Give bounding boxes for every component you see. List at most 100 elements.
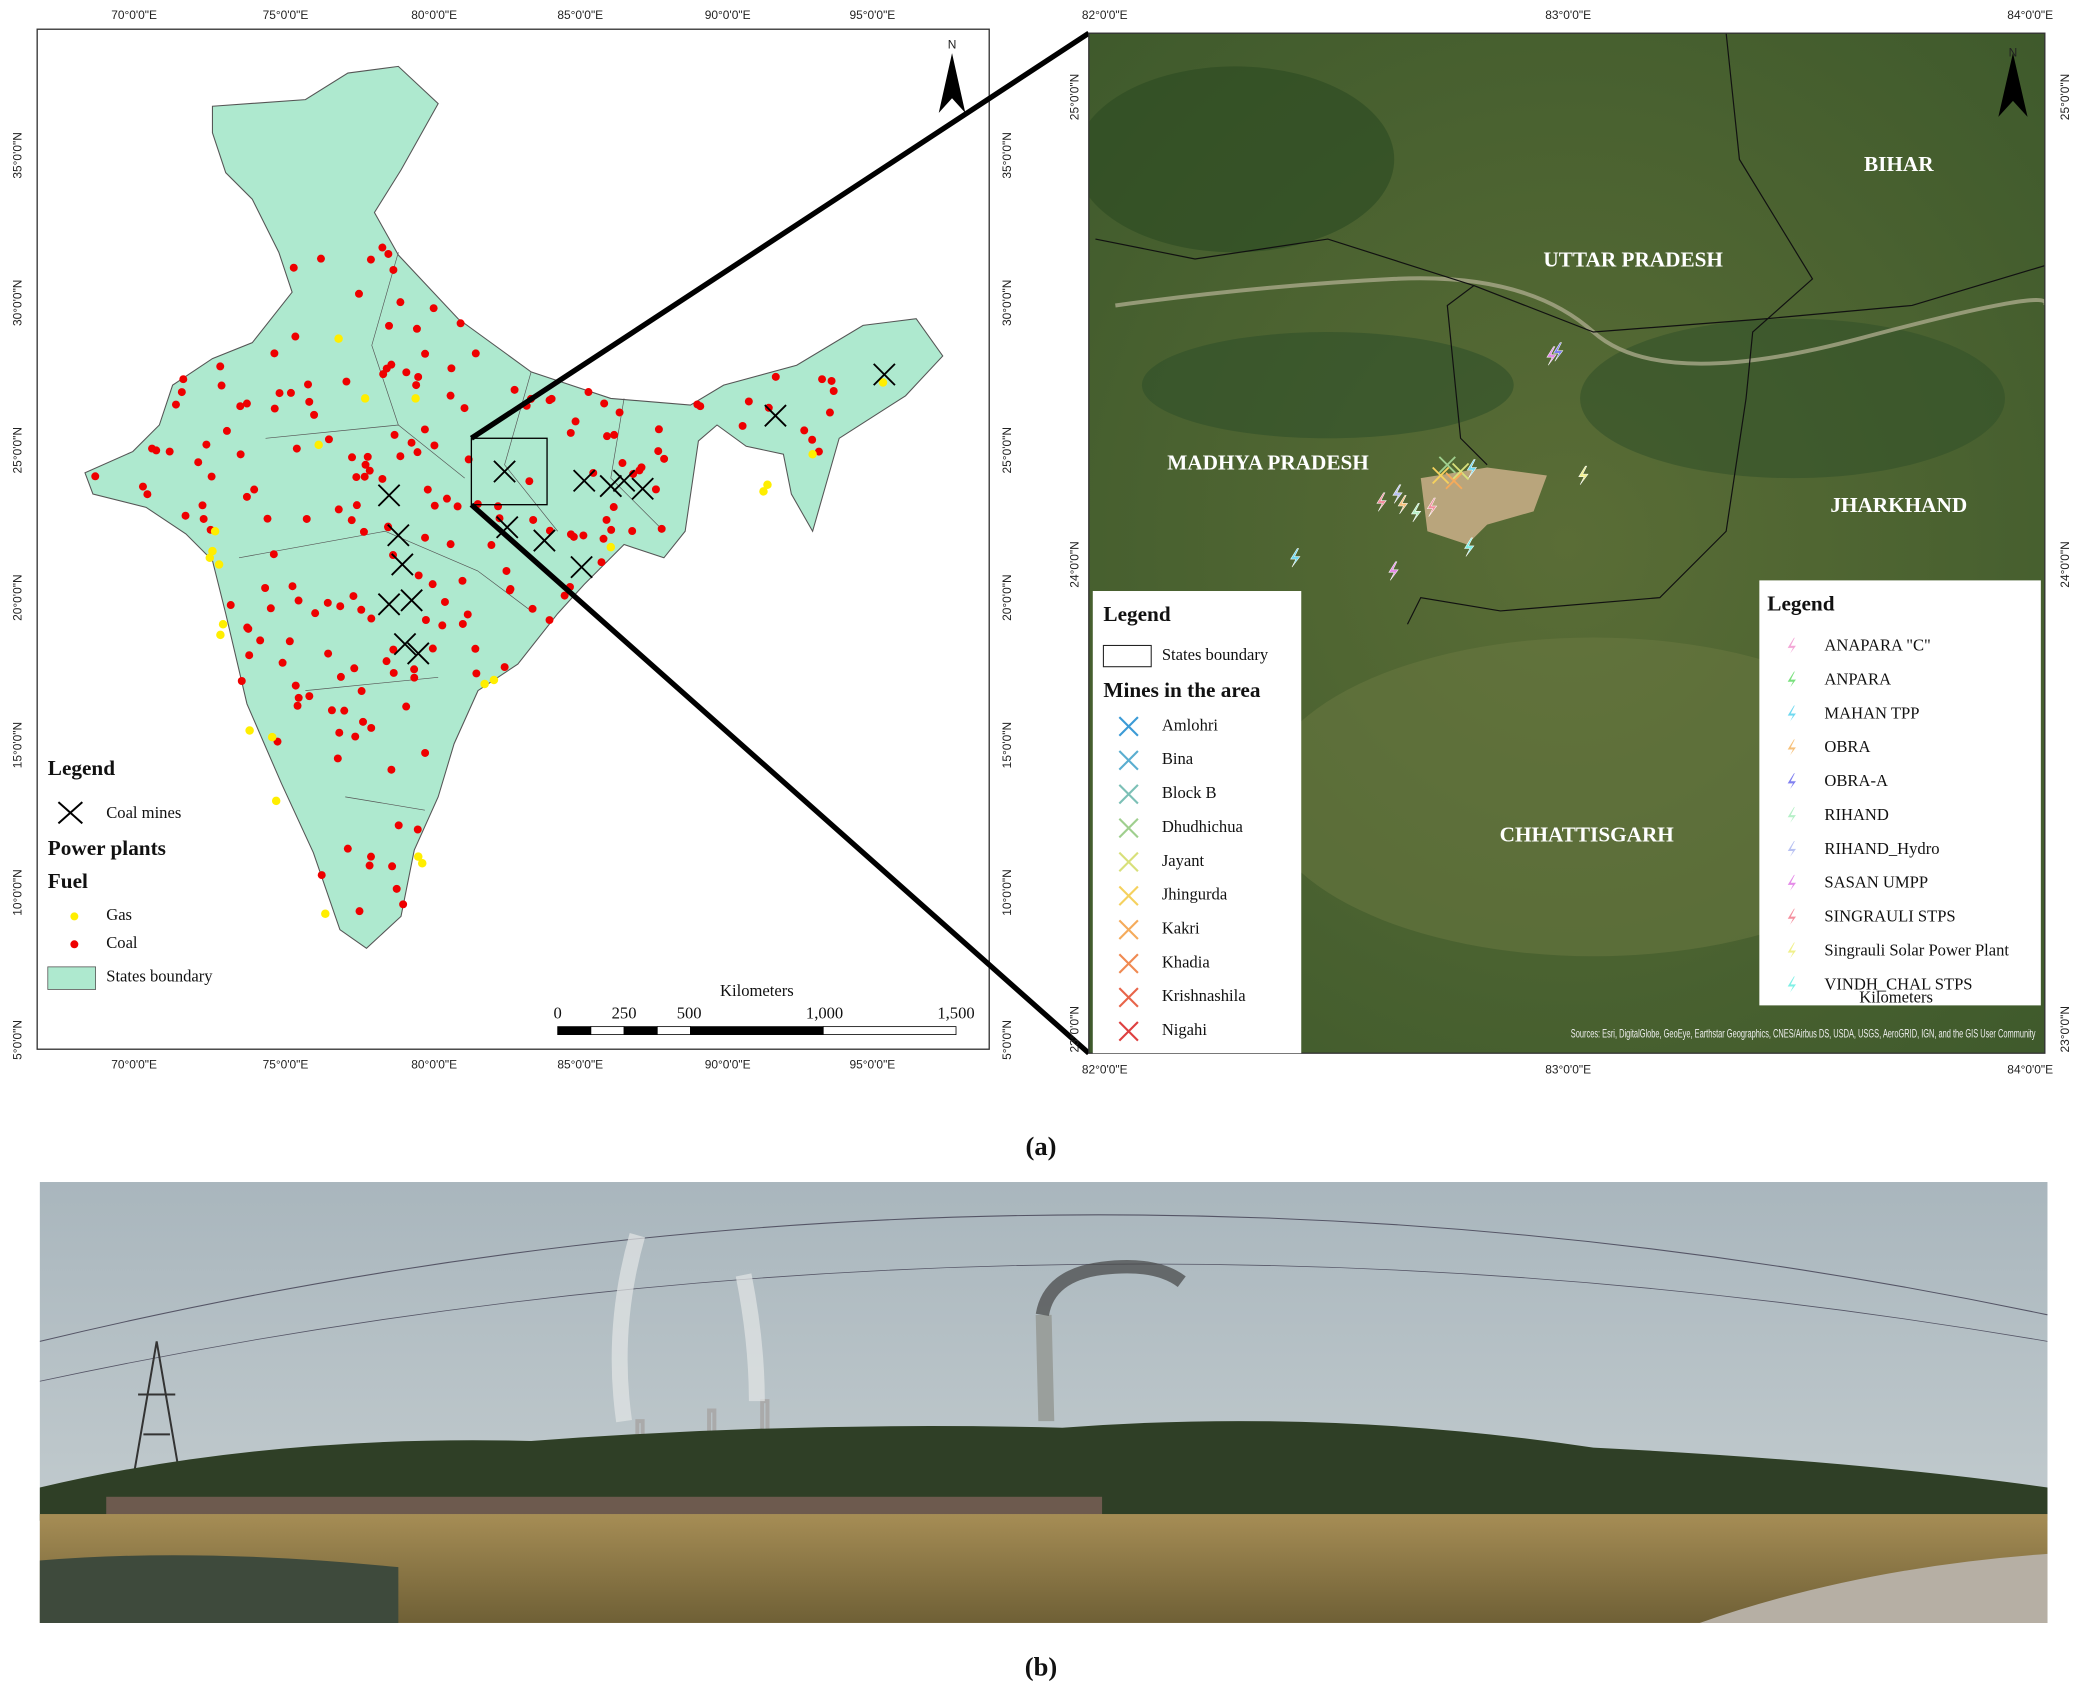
coal-plant xyxy=(396,298,405,307)
lon-label: 82°0'0"E xyxy=(1082,1063,1128,1077)
coal-plant xyxy=(360,472,369,481)
legend-heading: Mines in the area xyxy=(1103,678,1260,702)
mine-icon xyxy=(764,404,787,427)
coal-plant xyxy=(494,502,503,511)
coal-plant xyxy=(261,584,270,592)
lat-label: 35°0'0"N xyxy=(11,132,25,178)
coal-plant xyxy=(389,668,398,677)
area-map xyxy=(1088,32,2046,1054)
coal-plant xyxy=(294,693,303,702)
lat-label: 25°0'0"N xyxy=(2058,74,2072,120)
india-map xyxy=(36,28,990,1050)
legend-label: Kakri xyxy=(1162,918,1200,937)
gas-plant xyxy=(489,675,499,685)
lon-label: 95°0'0"E xyxy=(849,1057,895,1071)
coal-plant xyxy=(738,421,747,430)
mine-icon xyxy=(406,642,430,665)
legend-label: MAHAN TPP xyxy=(1824,703,1919,722)
coal-plant xyxy=(275,389,284,398)
legend-label: Gas xyxy=(106,905,132,924)
legend-label: Bina xyxy=(1162,749,1194,768)
coal-plant xyxy=(428,580,437,589)
legend-title: Legend xyxy=(48,756,115,780)
caption: (a) xyxy=(1026,1131,1057,1161)
gas-plant xyxy=(267,732,277,742)
coal-plant xyxy=(394,821,403,830)
coal-plant xyxy=(198,501,207,510)
coal-plant xyxy=(202,440,211,449)
coal-plant xyxy=(293,701,302,710)
lon-label: 85°0'0"E xyxy=(557,1057,603,1071)
legend-mine-icon xyxy=(1118,1021,1139,1042)
lat-label: 15°0'0"N xyxy=(1000,722,1014,768)
coal-plant xyxy=(500,663,509,672)
state-boundaries xyxy=(238,252,665,811)
inset-box xyxy=(470,437,548,506)
lon-label: 80°0'0"E xyxy=(411,1057,457,1071)
coal-plant xyxy=(165,447,174,456)
scale-bar xyxy=(557,1026,957,1035)
lat-label: 24°0'0"N xyxy=(2058,541,2072,587)
coal-plant xyxy=(446,540,455,549)
coal-plant xyxy=(566,530,575,539)
scale-unit: Kilometers xyxy=(720,981,794,1000)
wall xyxy=(106,1496,1103,1516)
scale-label: 0 xyxy=(554,1003,562,1022)
lat-label: 35°0'0"N xyxy=(1000,132,1014,178)
coal-plant xyxy=(316,254,325,263)
legend-label: VINDH_CHAL STPS xyxy=(1824,974,1972,993)
legend-label: SASAN UMPP xyxy=(1824,873,1928,892)
legend-mine-icon xyxy=(1118,784,1139,805)
gas-plant xyxy=(763,480,772,490)
coal-plant xyxy=(421,533,430,542)
mine-icon xyxy=(873,363,896,386)
coal-plant xyxy=(148,444,157,453)
connector xyxy=(469,30,1091,441)
coal-plant xyxy=(599,534,608,543)
legend-plant-icon xyxy=(1786,671,1798,691)
coal-plant xyxy=(351,732,360,741)
coal-plant xyxy=(378,243,387,252)
mine-icon xyxy=(377,593,401,616)
coal-plant xyxy=(545,616,554,625)
legend-plant-icon xyxy=(1786,637,1798,657)
coal-plant xyxy=(317,871,326,880)
legend-label: Nigahi xyxy=(1162,1020,1208,1039)
gas-plant xyxy=(214,560,224,569)
legend-mine-icon xyxy=(1118,987,1139,1008)
coal-plant xyxy=(199,514,208,523)
map-frame xyxy=(1088,32,2046,1054)
coal-plant xyxy=(379,370,388,379)
legend-heading: Power plants xyxy=(48,836,166,860)
smoke xyxy=(1035,1260,1186,1317)
coal-plant xyxy=(464,455,473,464)
legend-mine-icon xyxy=(1118,885,1139,906)
coal-plant xyxy=(323,598,332,607)
coal-plant xyxy=(91,472,100,481)
gas-plant xyxy=(878,378,888,387)
legend-label: Block B xyxy=(1162,783,1217,802)
steam xyxy=(611,1232,765,1423)
scale-segment xyxy=(557,1026,592,1035)
scale-label: 250 xyxy=(612,1003,637,1022)
coal-plant xyxy=(266,604,275,613)
coal-plant xyxy=(571,417,580,426)
coal-plant xyxy=(340,706,349,715)
mine-icon xyxy=(570,555,593,579)
power-line xyxy=(39,1214,2048,1342)
coal-plant xyxy=(420,425,429,434)
coal-plant xyxy=(525,477,534,486)
coal-plant xyxy=(348,453,357,462)
lat-label: 20°0'0"N xyxy=(11,574,25,620)
coal-plant xyxy=(216,362,225,371)
coal-plant xyxy=(446,391,455,400)
scale-unit: Kilometers xyxy=(1859,988,1933,1007)
legend-label: OBRA xyxy=(1824,737,1870,756)
coal-plant xyxy=(335,728,344,737)
coal-plant xyxy=(242,492,251,501)
lat-label: 25°0'0"N xyxy=(1068,74,1082,120)
scale-label: 1,000 xyxy=(806,1003,843,1022)
gas-plant xyxy=(205,553,215,563)
legend-mine-icon xyxy=(1118,851,1139,872)
coal-plant xyxy=(430,441,439,450)
